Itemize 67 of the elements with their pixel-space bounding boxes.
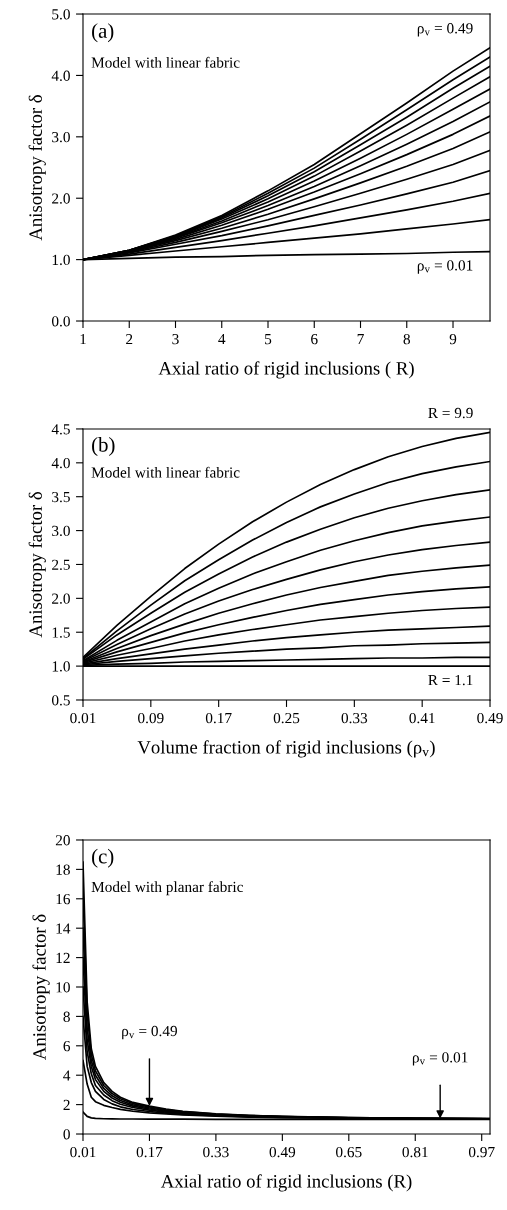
y-tick-label: 2.0 <box>52 593 70 604</box>
y-tick-label: 0 <box>63 1129 70 1140</box>
x-axis-title: Axial ratio of rigid inclusions (R) <box>160 1174 412 1192</box>
x-tick-label: 5 <box>265 334 272 345</box>
annotation: Model with linear fabric <box>91 56 240 68</box>
y-tick-label: 16 <box>56 893 71 905</box>
x-tick-label: 0.97 <box>468 1146 495 1158</box>
x-tick-label: 3 <box>172 334 179 345</box>
annotation: (c) <box>92 848 114 868</box>
y-tick-label: 20 <box>55 835 70 846</box>
x-tick-label: 0.33 <box>341 712 368 724</box>
x-tick-label: 0.17 <box>205 712 232 724</box>
x-tick-label: 7 <box>357 334 364 345</box>
annotation: ρ$_{v}$ = 0.01 <box>417 260 473 274</box>
x-tick-label: 8 <box>403 333 410 345</box>
y-tick-label: 4.5 <box>51 424 70 435</box>
y-tick-label: 1.5 <box>52 627 70 638</box>
y-tick-label: 4.0 <box>51 70 70 81</box>
y-tick-label: 1.0 <box>52 254 70 266</box>
y-axis-title: Anisotropy factor δ <box>28 95 46 241</box>
annotation: (b) <box>92 437 115 456</box>
annotation: R = 1.1 <box>428 674 473 686</box>
y-tick-label: 18 <box>56 864 70 875</box>
x-tick-label: 0.01 <box>70 712 96 724</box>
y-tick-label: 4.0 <box>51 457 70 469</box>
y-tick-label: 10 <box>56 982 70 993</box>
x-tick-label: 0.25 <box>273 712 300 724</box>
y-tick-label: 3.0 <box>52 525 70 537</box>
y-tick-label: 3.0 <box>52 131 70 143</box>
y-tick-label: 6 <box>63 1040 71 1052</box>
x-axis-title: Volume fraction of rigid inclusions (ρ$_{v}$) <box>137 740 435 758</box>
annotation: Model with linear fabric <box>91 466 240 478</box>
x-tick-label: 1 <box>80 334 86 345</box>
y-tick-label: 3.5 <box>52 491 70 503</box>
y-tick-label: 2 <box>63 1099 70 1110</box>
annotation: ρ$_{v}$ = 0.49 <box>417 23 473 37</box>
y-axis-title: Anisotropy factor δ <box>28 492 46 638</box>
x-tick-label: 0.49 <box>269 1146 296 1158</box>
x-tick-label: 0.01 <box>70 1146 96 1158</box>
y-tick-label: 8 <box>63 1011 70 1022</box>
x-axis-title: Axial ratio of rigid inclusions ( R) <box>158 361 414 379</box>
annotation: R = 9.9 <box>428 407 473 419</box>
annotation: ρ$_{v}$ = 0.49 <box>122 1025 177 1040</box>
y-tick-label: 5.0 <box>52 9 70 20</box>
y-tick-label: 14 <box>56 923 71 934</box>
y-tick-label: 12 <box>56 952 70 963</box>
y-tick-label: 0.5 <box>51 695 70 706</box>
x-tick-label: 0.49 <box>477 712 503 724</box>
annotation: ρ$_{v}$ = 0.01 <box>412 1052 468 1066</box>
y-tick-label: 2.5 <box>52 559 70 570</box>
annotation: Model with planar fabric <box>91 881 243 896</box>
x-tick-label: 4 <box>218 334 226 345</box>
annotation: (a) <box>92 23 114 43</box>
y-axis-title: Anisotropy factor δ <box>32 914 50 1060</box>
x-tick-label: 0.33 <box>203 1146 229 1158</box>
y-tick-label: 1.0 <box>52 661 70 672</box>
x-tick-label: 0.65 <box>336 1146 362 1158</box>
x-tick-label: 0.17 <box>136 1146 163 1158</box>
x-tick-label: 0.81 <box>402 1146 428 1158</box>
y-tick-label: 4 <box>63 1070 71 1081</box>
x-tick-label: 0.09 <box>138 712 164 724</box>
y-tick-label: 2.0 <box>52 193 70 204</box>
y-tick-label: 0.0 <box>51 316 70 327</box>
x-tick-label: 9 <box>449 334 457 345</box>
x-tick-label: 6 <box>311 334 318 345</box>
x-tick-label: 2 <box>126 334 133 345</box>
x-tick-label: 0.41 <box>409 712 435 724</box>
